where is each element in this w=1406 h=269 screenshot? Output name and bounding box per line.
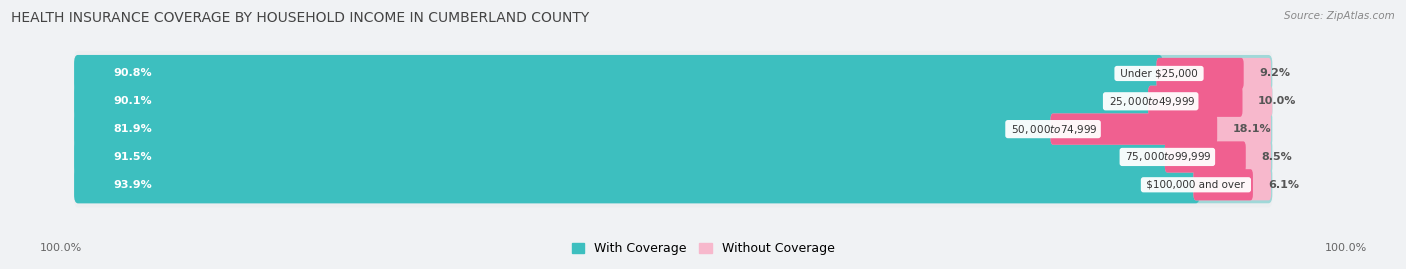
FancyBboxPatch shape — [75, 111, 1057, 148]
FancyBboxPatch shape — [1164, 141, 1271, 172]
Text: 18.1%: 18.1% — [1233, 124, 1271, 134]
FancyBboxPatch shape — [75, 79, 1272, 124]
FancyBboxPatch shape — [75, 107, 1272, 152]
FancyBboxPatch shape — [1157, 58, 1244, 89]
FancyBboxPatch shape — [75, 55, 1272, 92]
Text: $25,000 to $49,999: $25,000 to $49,999 — [1105, 95, 1197, 108]
FancyBboxPatch shape — [75, 162, 1272, 207]
Text: 93.9%: 93.9% — [114, 180, 152, 190]
Text: 9.2%: 9.2% — [1258, 69, 1291, 79]
Text: Source: ZipAtlas.com: Source: ZipAtlas.com — [1284, 11, 1395, 21]
FancyBboxPatch shape — [1149, 86, 1272, 117]
Text: 91.5%: 91.5% — [114, 152, 152, 162]
FancyBboxPatch shape — [1194, 169, 1253, 200]
Text: 81.9%: 81.9% — [114, 124, 152, 134]
FancyBboxPatch shape — [1194, 169, 1271, 200]
Text: 90.1%: 90.1% — [114, 96, 152, 106]
Text: 10.0%: 10.0% — [1258, 96, 1296, 106]
FancyBboxPatch shape — [75, 55, 1163, 92]
FancyBboxPatch shape — [75, 111, 1272, 148]
FancyBboxPatch shape — [1164, 141, 1246, 172]
Legend: With Coverage, Without Coverage: With Coverage, Without Coverage — [567, 237, 839, 260]
Text: $50,000 to $74,999: $50,000 to $74,999 — [1008, 123, 1098, 136]
Text: Under $25,000: Under $25,000 — [1116, 69, 1201, 79]
FancyBboxPatch shape — [75, 139, 1171, 175]
Text: HEALTH INSURANCE COVERAGE BY HOUSEHOLD INCOME IN CUMBERLAND COUNTY: HEALTH INSURANCE COVERAGE BY HOUSEHOLD I… — [11, 11, 589, 25]
Text: 100.0%: 100.0% — [1324, 243, 1367, 253]
FancyBboxPatch shape — [1050, 114, 1271, 145]
FancyBboxPatch shape — [1149, 86, 1243, 117]
Text: 100.0%: 100.0% — [39, 243, 82, 253]
Text: 6.1%: 6.1% — [1268, 180, 1299, 190]
Text: $100,000 and over: $100,000 and over — [1143, 180, 1249, 190]
FancyBboxPatch shape — [75, 166, 1272, 203]
FancyBboxPatch shape — [75, 139, 1272, 175]
FancyBboxPatch shape — [1050, 114, 1218, 145]
Text: 90.8%: 90.8% — [114, 69, 152, 79]
Text: $75,000 to $99,999: $75,000 to $99,999 — [1122, 150, 1212, 164]
FancyBboxPatch shape — [75, 83, 1154, 120]
FancyBboxPatch shape — [75, 166, 1199, 203]
FancyBboxPatch shape — [75, 134, 1272, 180]
Text: 8.5%: 8.5% — [1261, 152, 1292, 162]
FancyBboxPatch shape — [75, 51, 1272, 96]
FancyBboxPatch shape — [75, 83, 1272, 120]
FancyBboxPatch shape — [1157, 58, 1271, 89]
